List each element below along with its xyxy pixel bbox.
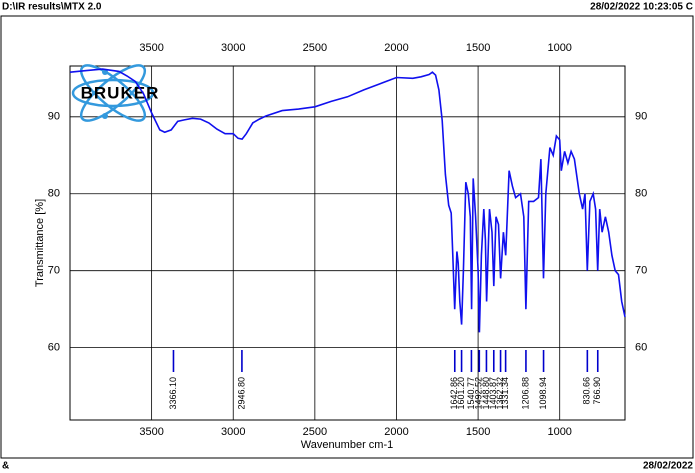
logo-orbit [71, 78, 155, 108]
spectrum-line [69, 68, 626, 333]
y-tick-label: 60 [48, 342, 60, 354]
x-tick-label-top: 1500 [466, 42, 490, 54]
page-frame [0, 15, 694, 459]
y-tick-label: 90 [48, 111, 60, 123]
peak-label: 1206.88 [520, 377, 530, 410]
y-tick-label-right: 70 [635, 265, 647, 277]
y-tick-label: 70 [48, 265, 60, 277]
y-tick-label-right: 90 [635, 111, 647, 123]
timestamp: 28/02/2022 10:23:05 C [590, 2, 693, 13]
logo-text: BRUKER [81, 83, 160, 102]
file-path: D:\IR results\MTX 2.0 [2, 2, 102, 13]
bruker-logo: BRUKER [71, 64, 160, 122]
x-tick-label-top: 2500 [303, 42, 327, 54]
y-tick-label-right: 80 [635, 188, 647, 200]
footer-date: 28/02/2022 [643, 461, 693, 472]
peak-label: 2946.80 [236, 377, 246, 410]
peak-label: 1448.80 [481, 377, 491, 410]
peak-label: 1642.86 [449, 377, 459, 410]
x-tick-label-top: 3500 [139, 42, 163, 54]
x-tick-label: 2500 [303, 426, 327, 438]
x-tick-label: 3000 [221, 426, 245, 438]
x-tick-label: 1500 [466, 426, 490, 438]
plot-frame [69, 65, 626, 421]
peak-label: 1362.32 [495, 377, 505, 410]
peak-label: 1492.52 [474, 377, 484, 410]
peak-label: 1540.77 [466, 377, 476, 410]
y-axis-label: Transmittance [%] [34, 199, 46, 287]
y-tick-label-right: 60 [635, 342, 647, 354]
x-tick-label-top: 3000 [221, 42, 245, 54]
grid [70, 66, 625, 420]
peak-label: 1098.94 [538, 377, 548, 410]
logo-orbit [79, 64, 147, 122]
y-tick-label: 80 [48, 188, 60, 200]
peak-label: 1601.20 [456, 377, 466, 410]
logo-orbit [79, 64, 147, 122]
peak-label: 1403.87 [488, 377, 498, 410]
x-tick-label-top: 1000 [547, 42, 571, 54]
logo-dot [102, 113, 108, 119]
x-tick-label: 3500 [139, 426, 163, 438]
x-axis-label: Wavenumber cm-1 [301, 439, 394, 451]
peak-label: 3366.10 [168, 377, 178, 410]
x-tick-label: 1000 [547, 426, 571, 438]
footer-left: & [2, 461, 9, 472]
x-tick-label-top: 2000 [384, 42, 408, 54]
peak-label: 1331.34 [500, 377, 510, 410]
peak-label: 766.90 [592, 377, 602, 405]
logo-dot [102, 69, 108, 75]
x-tick-label: 2000 [384, 426, 408, 438]
peak-label: 830.66 [582, 377, 592, 405]
